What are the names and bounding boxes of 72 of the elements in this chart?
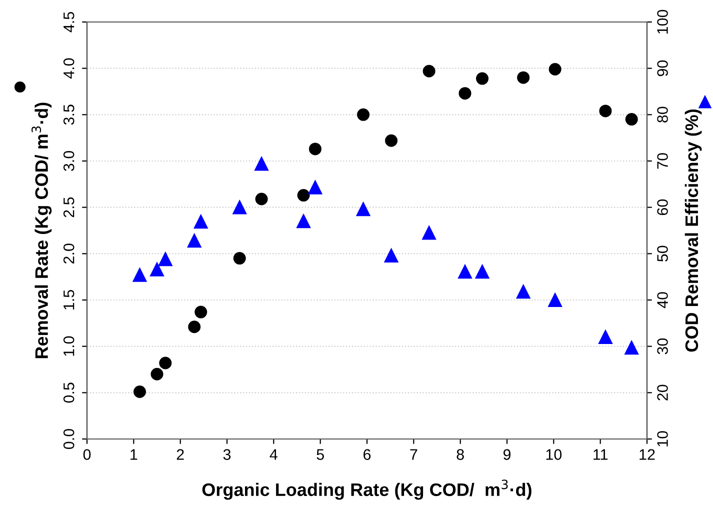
point bbox=[133, 385, 146, 398]
point bbox=[422, 226, 436, 240]
x-tick-label: 9 bbox=[503, 449, 511, 460]
point bbox=[308, 180, 322, 194]
y2-tick-label: 10 bbox=[657, 431, 668, 446]
x-tick-label: 5 bbox=[316, 449, 324, 460]
point bbox=[475, 264, 490, 279]
y-tick-label: 3.0 bbox=[63, 150, 74, 172]
y-tick-label: 4.0 bbox=[63, 58, 74, 79]
y2-tick-label: 90 bbox=[657, 60, 668, 76]
y2-tick-label: 100 bbox=[657, 10, 668, 34]
point bbox=[599, 104, 612, 118]
point bbox=[194, 306, 208, 318]
point bbox=[150, 262, 164, 276]
y2-tick-label: 60 bbox=[657, 199, 668, 216]
point bbox=[548, 63, 562, 76]
point bbox=[233, 252, 246, 265]
y2-tick-label: 50 bbox=[657, 246, 668, 262]
y-tick-label: 1.0 bbox=[63, 336, 74, 356]
point bbox=[625, 113, 638, 126]
point bbox=[150, 368, 164, 380]
x-tick-label: 1 bbox=[130, 449, 138, 460]
y-tick-label: 1.5 bbox=[64, 290, 74, 310]
point bbox=[476, 72, 489, 85]
y-tick-label: 2.0 bbox=[63, 244, 74, 264]
y2-tick-label: 70 bbox=[657, 153, 668, 169]
x-tick-label: 6 bbox=[364, 449, 371, 460]
x-tick-label: 7 bbox=[410, 449, 418, 460]
point bbox=[232, 200, 247, 214]
x-tick-label: 11 bbox=[594, 449, 608, 460]
y-tick-label: 3.5 bbox=[63, 104, 74, 125]
y2-tick-label: 80 bbox=[657, 106, 668, 122]
x-tick-label: 8 bbox=[456, 449, 464, 460]
x-tick-label: 4 bbox=[270, 449, 278, 460]
y2-tick-label: 30 bbox=[657, 338, 668, 354]
point bbox=[194, 214, 208, 229]
x-tick-label: 12 bbox=[640, 449, 655, 460]
point bbox=[422, 64, 436, 78]
x-tick-label: 0 bbox=[83, 449, 91, 460]
point bbox=[458, 87, 472, 100]
x-axis-title: Organic Loading Rate (Kg COD/ m$^{3}$·d) bbox=[202, 480, 532, 500]
point bbox=[548, 293, 562, 307]
x-tick-label: 2 bbox=[176, 449, 184, 460]
y-axis-title: Removal Rate (Kg COD/ m$^{3}$·d) bbox=[32, 102, 52, 358]
point bbox=[296, 214, 310, 228]
point bbox=[255, 192, 268, 206]
point bbox=[598, 330, 612, 344]
point bbox=[254, 156, 268, 171]
point bbox=[385, 134, 398, 147]
point bbox=[624, 340, 639, 355]
point bbox=[357, 108, 370, 121]
point bbox=[132, 268, 147, 282]
x-tick-label: 10 bbox=[546, 449, 562, 460]
point bbox=[517, 71, 530, 84]
x-tick-label: 3 bbox=[223, 449, 231, 460]
y-tick-label: 4.5 bbox=[64, 12, 74, 32]
point bbox=[458, 264, 472, 279]
y-tick-label: 2.5 bbox=[63, 197, 74, 218]
point bbox=[188, 320, 201, 334]
point bbox=[187, 234, 202, 248]
y2-tick-label: 40 bbox=[657, 292, 668, 308]
y-tick-label: 0.5 bbox=[63, 382, 74, 403]
y-tick-label: 0.0 bbox=[63, 428, 74, 450]
point bbox=[356, 202, 370, 216]
point bbox=[297, 189, 310, 202]
y2-tick-label: 20 bbox=[657, 384, 668, 400]
point bbox=[384, 248, 398, 262]
point bbox=[158, 252, 172, 266]
y2-axis-title: COD Removal Efficiency (%) bbox=[684, 109, 702, 352]
point bbox=[516, 284, 530, 299]
point bbox=[308, 142, 322, 156]
point bbox=[159, 356, 172, 370]
